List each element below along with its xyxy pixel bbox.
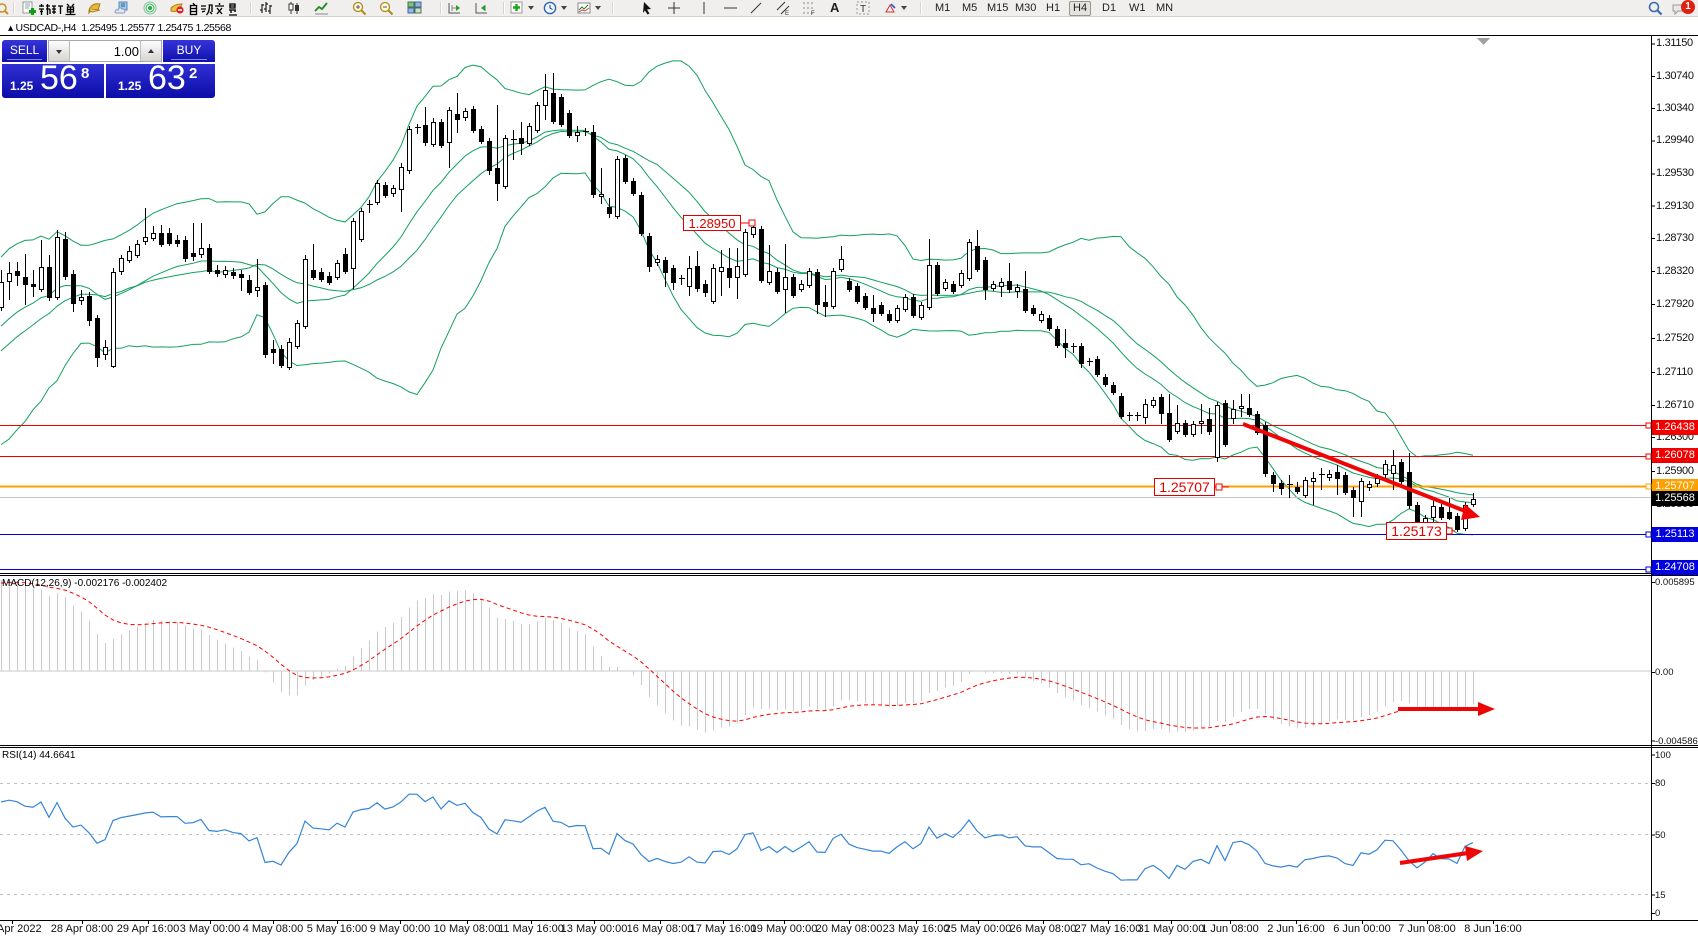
svg-text:E: E	[785, 11, 789, 16]
svg-text:F: F	[811, 11, 815, 16]
svg-text:T: T	[860, 4, 866, 15]
